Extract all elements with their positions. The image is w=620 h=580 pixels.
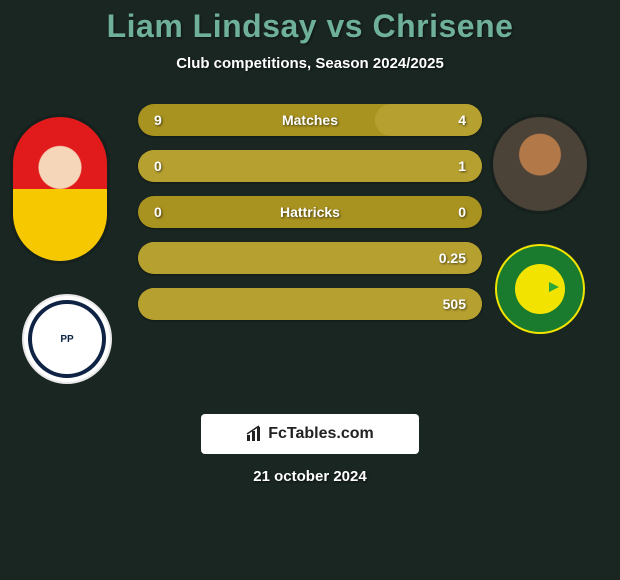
stat-right-value: 1 — [458, 158, 466, 174]
stat-bar: 0Hattricks0 — [138, 196, 482, 228]
club-left-badge: PP — [22, 294, 112, 384]
stat-bar-fill — [138, 150, 482, 182]
stat-bar-fill — [375, 104, 482, 136]
stat-left-value: 9 — [154, 112, 162, 128]
stat-bar-fill — [138, 288, 482, 320]
stat-right-value: 4 — [458, 112, 466, 128]
stat-bars: 9Matches40Goals10Hattricks0Goals per mat… — [138, 104, 482, 334]
chart-icon — [246, 425, 264, 443]
stat-left-value: 0 — [154, 204, 162, 220]
preston-crest: PP — [28, 300, 106, 378]
date: 21 october 2024 — [0, 468, 620, 485]
subtitle: Club competitions, Season 2024/2025 — [0, 55, 620, 72]
stat-left-value: 0 — [154, 158, 162, 174]
player-left-photo — [10, 114, 110, 264]
stat-right-value: 505 — [443, 296, 466, 312]
stat-bar: Min per goal505 — [138, 288, 482, 320]
stat-bar: Goals per match0.25 — [138, 242, 482, 274]
stat-bar: 0Goals1 — [138, 150, 482, 182]
stat-bar-fill — [138, 242, 482, 274]
watermark: FcTables.com — [201, 414, 419, 454]
stat-right-value: 0.25 — [439, 250, 466, 266]
page-title: Liam Lindsay vs Chrisene — [0, 8, 620, 45]
stat-bar: 9Matches4 — [138, 104, 482, 136]
avatar-placeholder — [493, 117, 587, 211]
club-right-badge — [495, 244, 585, 334]
watermark-text: FcTables.com — [268, 425, 374, 443]
avatar-placeholder — [13, 117, 107, 261]
norwich-canary-icon — [515, 264, 565, 314]
comparison-panel: PP 9Matches40Goals10Hattricks0Goals per … — [0, 94, 620, 394]
club-left-short: PP — [60, 334, 73, 345]
stat-right-value: 0 — [458, 204, 466, 220]
stat-label: Hattricks — [138, 204, 482, 220]
player-right-photo — [490, 114, 590, 214]
